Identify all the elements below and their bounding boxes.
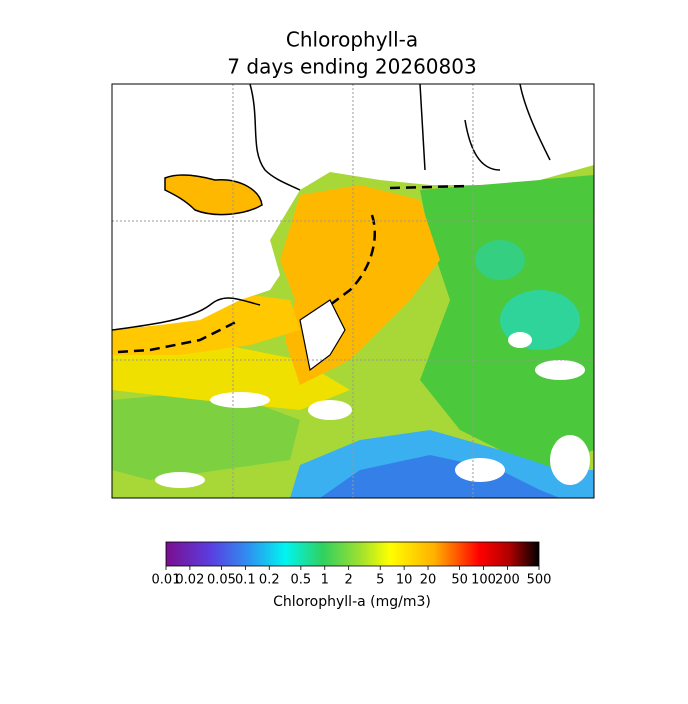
colorbar-tick-label: 500 <box>527 573 552 588</box>
colorbar-tick-label: 2 <box>345 573 353 588</box>
colorbar-label: Chlorophyll-a (mg/m3) <box>273 594 431 610</box>
colorbar-tick-label: 0.02 <box>175 573 204 588</box>
colorbar-tick-label: 0.5 <box>291 573 312 588</box>
colorbar-tick-label: 10 <box>396 573 413 588</box>
map-frame <box>111 83 595 499</box>
colorbar-tick-label: 0.05 <box>207 573 236 588</box>
colorbar-tick-label: 200 <box>495 573 520 588</box>
map-title: Chlorophyll-a <box>286 28 418 52</box>
map-image <box>112 84 594 498</box>
colorbar <box>165 541 540 567</box>
map-subtitle: 7 days ending 20260803 <box>227 55 476 79</box>
colorbar-tick-label: 1 <box>321 573 329 588</box>
colorbar-tick-label: 20 <box>420 573 437 588</box>
colorbar-tick-label: 0.01 <box>152 573 181 588</box>
colorbar-tick-label: 0.1 <box>235 573 256 588</box>
colorbar-tick-label: 5 <box>376 573 384 588</box>
colorbar-tick-label: 100 <box>471 573 496 588</box>
colorbar-tick-label: 50 <box>451 573 468 588</box>
colorbar-tick-label: 0.2 <box>259 573 280 588</box>
